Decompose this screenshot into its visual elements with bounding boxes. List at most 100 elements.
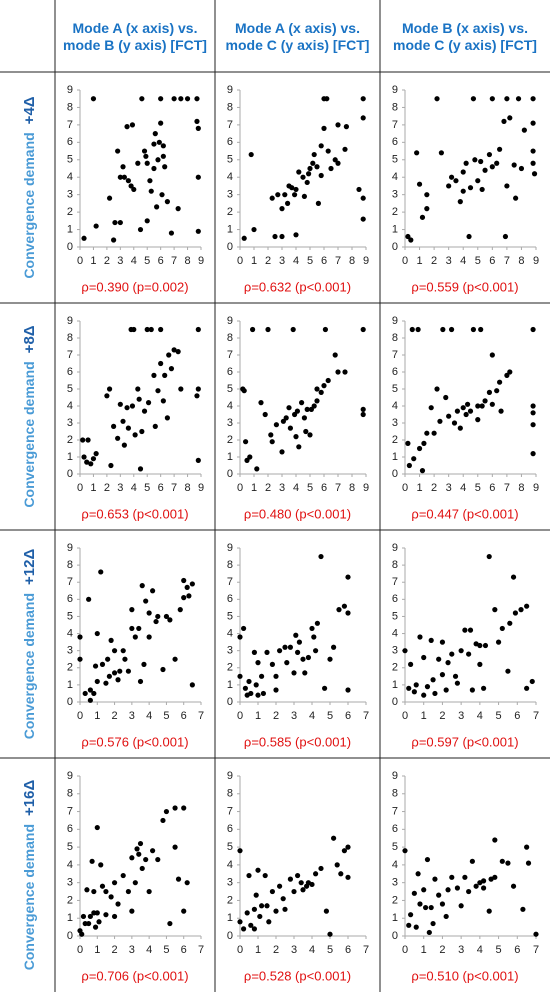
scatter-point [265,326,271,333]
scatter-point [489,164,495,170]
scatter-point [505,668,511,674]
y-tick-label: 5 [67,841,73,853]
scatter-point [99,883,106,889]
scatter-point [482,167,488,173]
x-tick-label: 1 [255,710,261,722]
x-tick-label: 7 [171,255,177,267]
scatter-point [237,634,243,640]
x-tick-label: 7 [504,255,510,267]
row-label: Convergence demand [21,132,37,278]
scatter-point [475,403,481,409]
scatter-point [402,648,408,654]
scatter-point [428,405,434,411]
scatter-point [466,233,472,240]
x-tick-label: 0 [402,482,408,494]
correlation-annotation: ρ=0.510 (p<0.001) [411,968,518,983]
scatter-point [453,178,459,184]
scatter-point [301,415,307,421]
scatter-point [499,625,505,632]
scatter-point [257,913,263,920]
scatter-point [302,670,308,676]
scatter-point [413,924,419,930]
scatter-point [135,160,141,166]
scatter-point [88,461,94,467]
scatter-point [408,912,414,918]
scatter-point [177,607,183,613]
scatter-point [321,125,327,131]
scatter-point [524,844,530,850]
scatter-point [168,230,175,236]
scatter-point [136,625,142,632]
y-tick-label: 7 [227,349,233,361]
scatter-point [296,639,302,645]
y-tick-label: 9 [227,315,233,327]
scatter-point [356,186,362,193]
row-label: Convergence demand [21,361,37,507]
scatter-point [466,888,472,895]
scatter-point [466,651,472,657]
scatter-point [251,226,257,233]
y-tick-label: 2 [67,894,73,906]
scatter-point [158,96,164,102]
scatter-point [475,417,481,423]
scatter-point [125,668,131,674]
scatter-point [144,218,150,224]
scatter-point [296,169,302,175]
scatter-point [273,908,279,914]
scatter-point [341,848,347,854]
scatter-point [415,326,421,333]
scatter-point [360,96,366,102]
scatter-point [184,96,191,102]
x-tick-label: 6 [514,944,520,956]
scatter-point [275,192,281,198]
row-demand: +12Δ [21,549,38,585]
y-tick-label: 4 [67,627,73,639]
scatter-point [125,425,131,431]
scatter-point [424,684,431,690]
scatter-point [303,428,309,435]
scatter-point [269,439,275,445]
scatter-point [269,195,275,201]
scatter-point [411,890,417,896]
scatter-point [237,919,243,925]
scatter-point [489,352,495,358]
scatter-point [241,235,247,241]
scatter-point [111,237,117,243]
scatter-point [160,817,166,824]
scatter-point [499,858,505,864]
scatter-point [155,613,161,620]
scatter-point [448,174,455,180]
scatter-point [269,888,275,895]
scatter-point [295,649,301,655]
x-tick-label: 4 [477,944,483,956]
scatter-point [112,219,118,226]
y-tick-label: 1 [392,451,398,463]
scatter-point [175,876,182,882]
scatter-point [154,204,160,210]
scatter-point [189,682,195,688]
scatter-point [489,96,495,102]
scatter-point [324,96,330,102]
scatter-point [318,143,324,149]
scatter-point [98,569,104,575]
x-tick-label: 1 [251,482,257,494]
scatter-point [168,366,175,372]
scatter-point [151,165,157,172]
scatter-point [99,661,106,667]
y-tick-label: 4 [392,859,398,871]
y-tick-label: 6 [67,136,73,148]
scatter-point [318,172,324,179]
y-tick-label: 0 [227,696,233,708]
scatter-point [345,687,351,693]
scatter-point [171,347,177,353]
scatter-point [106,673,112,679]
scatter-point [473,883,479,889]
scatter-point [291,670,297,676]
scatter-point [241,625,247,632]
scatter-point [150,588,156,594]
scatter-point [463,160,469,166]
y-tick-label: 9 [392,542,398,554]
y-tick-label: 6 [227,593,233,605]
